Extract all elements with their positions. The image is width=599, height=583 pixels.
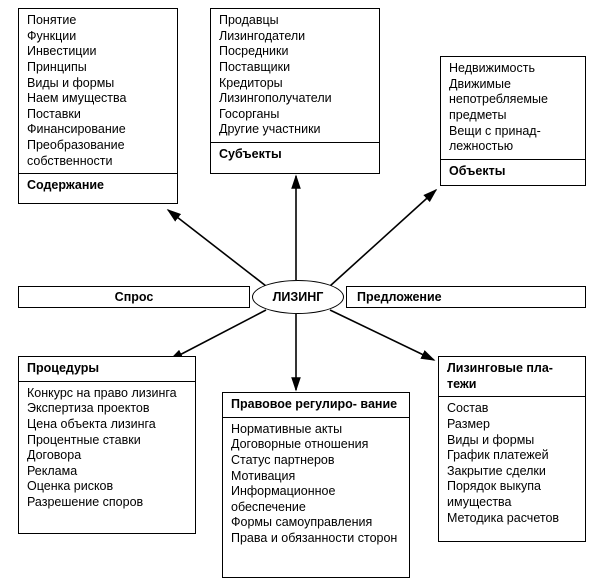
band-supply: Предложение [346, 286, 586, 308]
box-content: ПонятиеФункцииИнвестицииПринципыВиды и ф… [18, 8, 178, 204]
box-legal-item: Договорные отношения [231, 437, 401, 453]
box-payments-item: Порядок выкупа имущества [447, 479, 577, 510]
box-procedures-item: Экспертиза проектов [27, 401, 187, 417]
center-node: ЛИЗИНГ [252, 280, 344, 314]
box-legal-item: Нормативные акты [231, 422, 401, 438]
box-payments-title: Лизинговые пла- тежи [439, 357, 585, 396]
box-procedures-item: Процентные ставки [27, 433, 187, 449]
box-content-item: Принципы [27, 60, 169, 76]
box-payments-items: СоставРазмерВиды и формыГрафик платежейЗ… [439, 396, 585, 530]
band-demand: Спрос [18, 286, 250, 308]
arrow [330, 190, 436, 286]
box-subjects: ПродавцыЛизингодателиПосредникиПоставщик… [210, 8, 380, 174]
box-legal-item: Мотивация [231, 469, 401, 485]
box-payments: Лизинговые пла- тежиСоставРазмерВиды и ф… [438, 356, 586, 542]
box-objects-items: НедвижимостьДвижимые непотребляемые пред… [441, 57, 585, 159]
box-procedures-item: Разрешение споров [27, 495, 187, 511]
box-procedures-item: Реклама [27, 464, 187, 480]
box-objects-item: Вещи с принад- лежностью [449, 124, 577, 155]
box-payments-item: Закрытие сделки [447, 464, 577, 480]
box-subjects-item: Поставщики [219, 60, 371, 76]
box-content-item: Инвестиции [27, 44, 169, 60]
box-payments-item: График платежей [447, 448, 577, 464]
arrow [330, 310, 434, 360]
box-legal-items: Нормативные актыДоговорные отношенияСтат… [223, 417, 409, 551]
box-subjects-item: Лизингодатели [219, 29, 371, 45]
box-payments-item: Методика расчетов [447, 511, 577, 527]
center-label: ЛИЗИНГ [273, 290, 324, 304]
band-supply-label: Предложение [357, 290, 442, 304]
arrow [168, 210, 266, 286]
box-subjects-item: Лизингополучатели [219, 91, 371, 107]
box-legal-item: Статус партнеров [231, 453, 401, 469]
box-procedures-items: Конкурс на право лизингаЭкспертиза проек… [19, 381, 195, 515]
box-legal-title: Правовое регулиро- вание [223, 393, 409, 417]
box-content-item: Понятие [27, 13, 169, 29]
box-subjects-item: Кредиторы [219, 76, 371, 92]
box-objects-item: Движимые непотребляемые предметы [449, 77, 577, 124]
box-procedures-title: Процедуры [19, 357, 195, 381]
band-demand-label: Спрос [115, 290, 154, 304]
box-procedures-item: Конкурс на право лизинга [27, 386, 187, 402]
diagram-canvas: Спрос Предложение ЛИЗИНГ ПонятиеФункцииИ… [0, 0, 599, 583]
box-legal: Правовое регулиро- ваниеНормативные акты… [222, 392, 410, 578]
box-procedures-item: Оценка рисков [27, 479, 187, 495]
box-content-item: Финансирование [27, 122, 169, 138]
box-payments-item: Состав [447, 401, 577, 417]
box-subjects-item: Посредники [219, 44, 371, 60]
box-objects-title: Объекты [441, 159, 585, 184]
box-content-item: Поставки [27, 107, 169, 123]
box-payments-item: Виды и формы [447, 433, 577, 449]
box-procedures-item: Договора [27, 448, 187, 464]
box-legal-item: Формы самоуправления [231, 515, 401, 531]
box-subjects-item: Госорганы [219, 107, 371, 123]
box-subjects-item: Другие участники [219, 122, 371, 138]
box-objects: НедвижимостьДвижимые непотребляемые пред… [440, 56, 586, 186]
box-content-title: Содержание [19, 173, 177, 198]
box-subjects-items: ПродавцыЛизингодателиПосредникиПоставщик… [211, 9, 379, 142]
box-content-item: Преобразование собственности [27, 138, 169, 169]
arrow [170, 310, 266, 360]
box-subjects-item: Продавцы [219, 13, 371, 29]
box-payments-item: Размер [447, 417, 577, 433]
box-content-item: Виды и формы [27, 76, 169, 92]
box-procedures-item: Цена объекта лизинга [27, 417, 187, 433]
box-subjects-title: Субъекты [211, 142, 379, 167]
box-legal-item: Права и обязанности сторон [231, 531, 401, 547]
box-objects-item: Недвижимость [449, 61, 577, 77]
box-content-item: Наем имущества [27, 91, 169, 107]
box-procedures: ПроцедурыКонкурс на право лизингаЭксперт… [18, 356, 196, 534]
box-legal-item: Информационное обеспечение [231, 484, 401, 515]
box-content-item: Функции [27, 29, 169, 45]
box-content-items: ПонятиеФункцииИнвестицииПринципыВиды и ф… [19, 9, 177, 173]
